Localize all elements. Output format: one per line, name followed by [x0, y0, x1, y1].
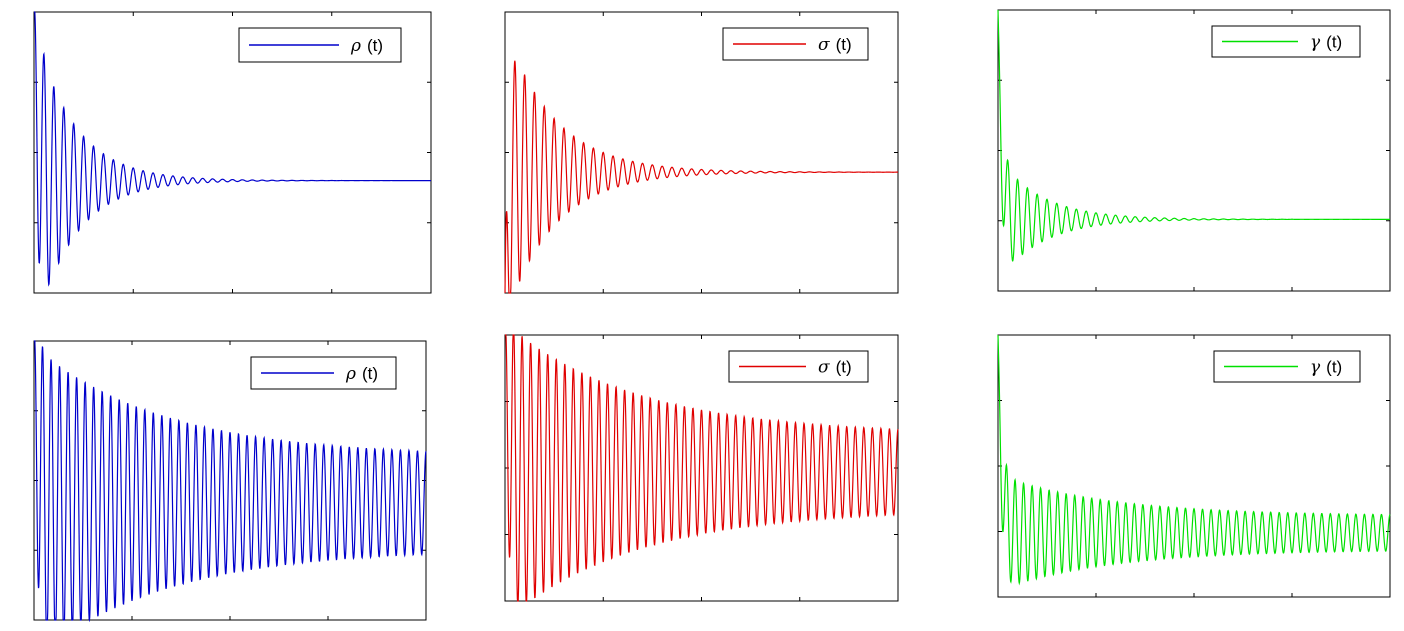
series-line-1 [34, 11, 431, 287]
legend-suffix: (t) [362, 364, 378, 383]
legend: σ (t) [728, 350, 869, 383]
chart-panel-5: σ (t) [504, 334, 899, 602]
series-line-1 [997, 9, 1390, 262]
legend: γ (t) [1211, 25, 1361, 58]
series-line-1 [505, 334, 899, 602]
legend-label: σ (t) [818, 35, 852, 55]
series-line-1 [997, 334, 1391, 586]
legend: ρ (t) [238, 27, 402, 63]
tick-marks [505, 335, 898, 601]
legend-label: γ (t) [1310, 33, 1342, 53]
legend-symbol: σ [818, 35, 830, 55]
chart-panel-6: γ (t) [997, 334, 1391, 598]
legend-symbol: ρ [350, 36, 361, 56]
legend: ρ (t) [250, 356, 397, 390]
tick-marks [505, 12, 898, 293]
series-line-1 [504, 60, 898, 294]
chart-panel-2: σ (t) [504, 11, 899, 294]
chart-panel-1: ρ (t) [33, 11, 432, 294]
chart-panel-4: ρ (t) [33, 340, 427, 623]
legend-symbol: σ [818, 358, 830, 378]
legend-label: ρ (t) [350, 36, 383, 56]
legend-label: ρ (t) [345, 364, 378, 384]
series-line-1 [34, 340, 427, 623]
chart-panel-3: γ (t) [997, 9, 1391, 292]
legend-label: γ (t) [1310, 358, 1342, 378]
tick-marks [998, 10, 1390, 291]
legend: γ (t) [1213, 350, 1361, 383]
tick-marks [998, 335, 1390, 597]
legend-symbol: γ [1310, 33, 1321, 53]
legend: σ (t) [722, 27, 869, 61]
legend-suffix: (t) [1326, 358, 1342, 377]
legend-symbol: ρ [345, 364, 356, 384]
legend-suffix: (t) [836, 35, 852, 54]
legend-suffix: (t) [367, 36, 383, 55]
legend-label: σ (t) [818, 358, 852, 378]
legend-suffix: (t) [1326, 33, 1342, 52]
legend-symbol: γ [1310, 358, 1321, 378]
legend-suffix: (t) [836, 358, 852, 377]
